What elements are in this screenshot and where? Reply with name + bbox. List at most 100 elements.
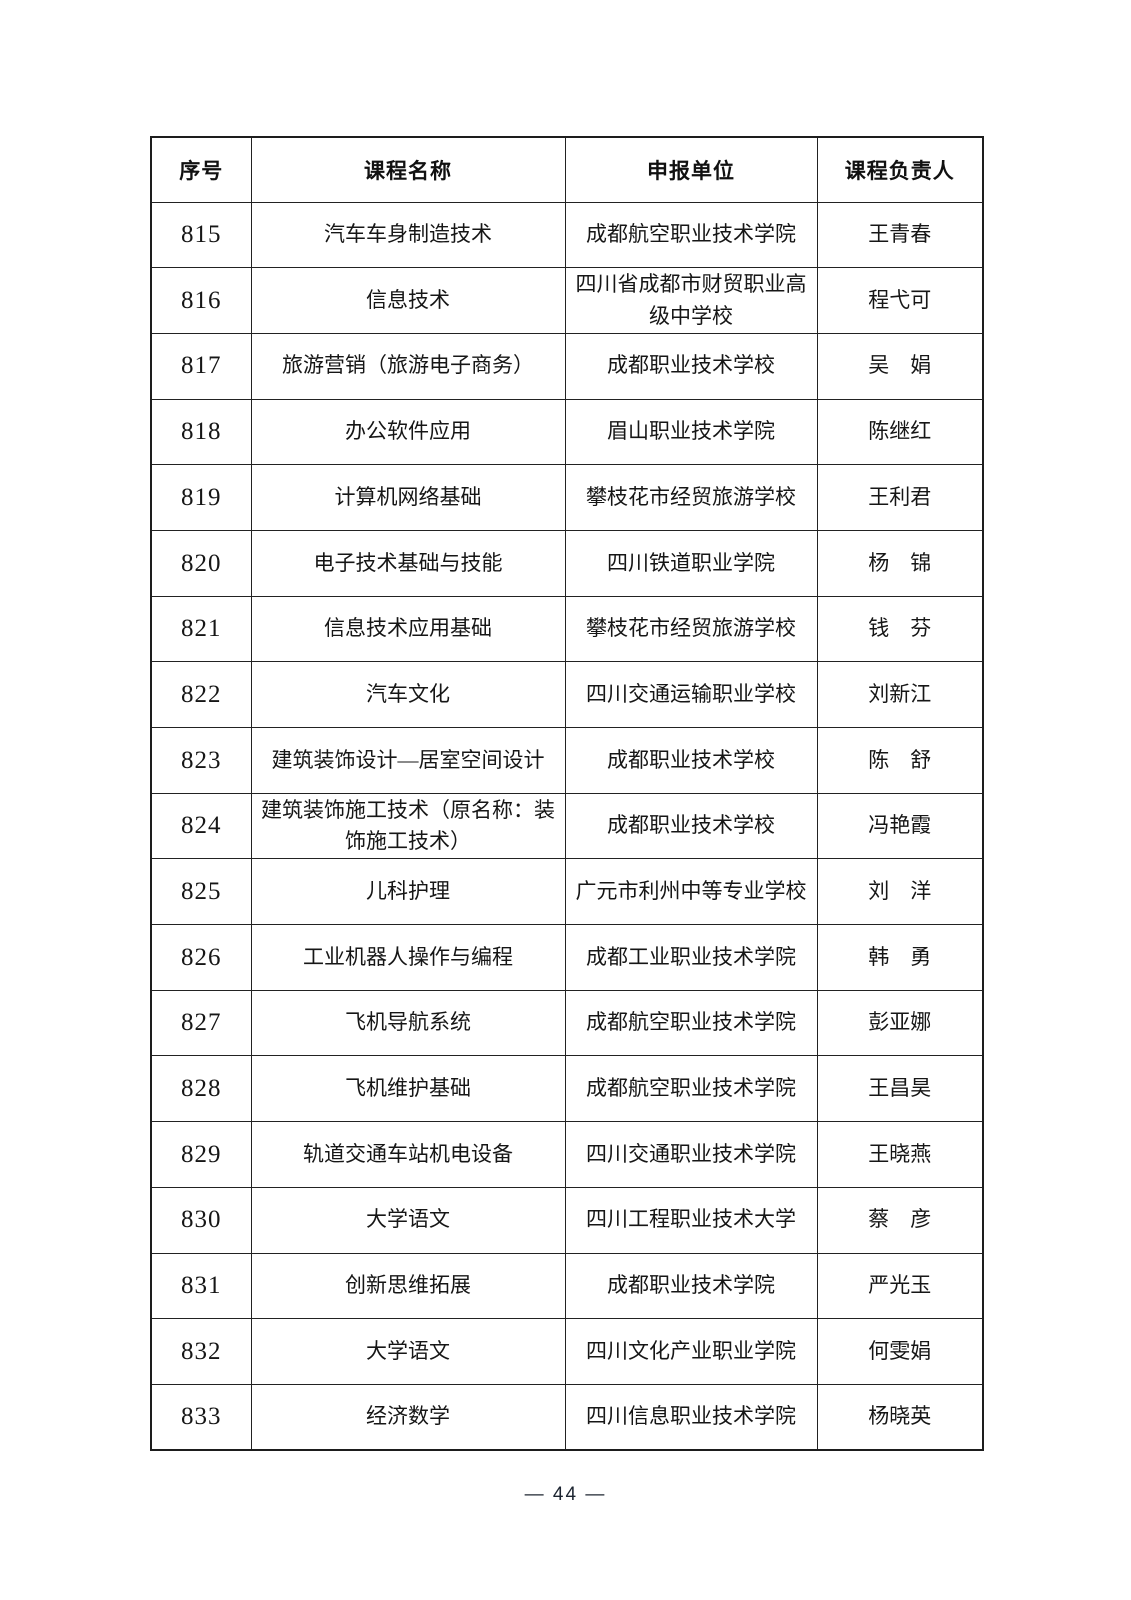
serial-number-cell: 831 xyxy=(150,1252,252,1320)
table-row: 830 大学语文 四川工程职业技术大学蔡 彦 xyxy=(150,1186,984,1254)
course-name-cell: 经济数学 xyxy=(250,1383,566,1451)
table-body: 815 汽车车身制造技术 成都航空职业技术学院 王青春 816 信息技术 四川省成都市财贸职… xyxy=(150,201,984,1451)
course-name-cell: 汽车车身制造技术 xyxy=(250,201,566,269)
table-header-row: 序号 课程名称 申报单位 课程负责人 xyxy=(150,136,984,203)
table-row: 816 信息技术 四川省成都市财贸职业高级中学校 程弋可 xyxy=(150,267,984,334)
course-leader-cell: 王晓燕 xyxy=(816,1121,984,1188)
table-row: 828 飞机维护基础 成都航空职业技术学院 王昌昊 xyxy=(150,1055,984,1123)
applicant-unit-cell: 成都职业技术学校 xyxy=(564,727,818,794)
serial-number-cell: 818 xyxy=(150,398,252,466)
course-list-table: 序号 课程名称 申报单位 课程负责人 815 汽车车身制造技术 成都航空职业技术学院… xyxy=(150,136,984,1452)
course-leader-cell: 刘 洋 xyxy=(816,858,984,926)
serial-number-cell: 816 xyxy=(150,267,252,334)
table-row: 832 大学语文 四川文化产业职业学院 何雯娟 xyxy=(150,1318,984,1385)
course-leader-cell: 刘新江 xyxy=(816,661,984,728)
header-serial-number: 序号 xyxy=(150,136,252,203)
table-row: 815 汽车车身制造技术 成都航空职业技术学院 王青春 xyxy=(150,201,984,269)
course-name-cell: 信息技术应用基础 xyxy=(250,595,566,663)
table-row: 823 建筑装饰设计—居室空间设计 成都职业技术学校陈 舒 xyxy=(150,727,984,794)
course-name-cell: 旅游营销（旅游电子商务） xyxy=(250,332,566,400)
table-row: 819 计算机网络基础 攀枝花市经贸旅游学校 王利君 xyxy=(150,464,984,531)
course-name-cell: 建筑装饰施工技术（原名称：装饰施工技术） xyxy=(250,792,566,860)
serial-number-cell: 822 xyxy=(150,661,252,728)
course-name-cell: 飞机维护基础 xyxy=(250,1055,566,1123)
table-row: 826 工业机器人操作与编程 成都工业职业技术学院韩 勇 xyxy=(150,924,984,991)
applicant-unit-cell: 四川省成都市财贸职业高级中学校 xyxy=(564,267,818,334)
table-row: 818 办公软件应用 眉山职业技术学院 陈继红 xyxy=(150,398,984,466)
table-row: 817 旅游营销（旅游电子商务） 成都职业技术学校吴 娟 xyxy=(150,332,984,400)
course-leader-cell: 严光玉 xyxy=(816,1252,984,1320)
course-name-cell: 汽车文化 xyxy=(250,661,566,728)
course-name-cell: 工业机器人操作与编程 xyxy=(250,924,566,991)
serial-number-cell: 824 xyxy=(150,792,252,860)
course-leader-cell: 杨 锦 xyxy=(816,529,984,597)
table-row: 829 轨道交通车站机电设备 四川交通职业技术学院 王晓燕 xyxy=(150,1121,984,1188)
course-name-cell: 大学语文 xyxy=(250,1186,566,1254)
applicant-unit-cell: 成都职业技术学院 xyxy=(564,1252,818,1320)
table-row: 821 信息技术应用基础 攀枝花市经贸旅游学校钱 芬 xyxy=(150,595,984,663)
serial-number-cell: 832 xyxy=(150,1318,252,1385)
course-name-cell: 儿科护理 xyxy=(250,858,566,926)
course-leader-cell: 王利君 xyxy=(816,464,984,531)
serial-number-cell: 827 xyxy=(150,989,252,1057)
serial-number-cell: 823 xyxy=(150,727,252,794)
course-leader-cell: 王青春 xyxy=(816,201,984,269)
table-row: 825 儿科护理 广元市利州中等专业学校刘 洋 xyxy=(150,858,984,926)
course-leader-cell: 陈 舒 xyxy=(816,727,984,794)
header-course-name: 课程名称 xyxy=(250,136,566,203)
serial-number-cell: 820 xyxy=(150,529,252,597)
course-leader-cell: 彭亚娜 xyxy=(816,989,984,1057)
applicant-unit-cell: 攀枝花市经贸旅游学校 xyxy=(564,595,818,663)
table-row: 820 电子技术基础与技能 四川铁道职业学院杨 锦 xyxy=(150,529,984,597)
course-name-cell: 大学语文 xyxy=(250,1318,566,1385)
applicant-unit-cell: 成都航空职业技术学院 xyxy=(564,201,818,269)
table-row: 831 创新思维拓展 成都职业技术学院 严光玉 xyxy=(150,1252,984,1320)
course-name-cell: 办公软件应用 xyxy=(250,398,566,466)
applicant-unit-cell: 四川交通职业技术学院 xyxy=(564,1121,818,1188)
course-name-cell: 信息技术 xyxy=(250,267,566,334)
course-leader-cell: 程弋可 xyxy=(816,267,984,334)
course-leader-cell: 吴 娟 xyxy=(816,332,984,400)
serial-number-cell: 828 xyxy=(150,1055,252,1123)
course-leader-cell: 钱 芬 xyxy=(816,595,984,663)
page-number: — 44 — xyxy=(524,1484,607,1505)
course-leader-cell: 杨晓英 xyxy=(816,1383,984,1451)
course-name-cell: 轨道交通车站机电设备 xyxy=(250,1121,566,1188)
applicant-unit-cell: 成都职业技术学校 xyxy=(564,332,818,400)
applicant-unit-cell: 四川文化产业职业学院 xyxy=(564,1318,818,1385)
header-applicant-unit: 申报单位 xyxy=(564,136,818,203)
serial-number-cell: 825 xyxy=(150,858,252,926)
serial-number-cell: 821 xyxy=(150,595,252,663)
header-course-leader: 课程负责人 xyxy=(816,136,984,203)
applicant-unit-cell: 四川工程职业技术大学 xyxy=(564,1186,818,1254)
table-row: 824 建筑装饰施工技术（原名称：装饰施工技术） 成都职业技术学校 冯艳霞 xyxy=(150,792,984,860)
serial-number-cell: 833 xyxy=(150,1383,252,1451)
course-name-cell: 飞机导航系统 xyxy=(250,989,566,1057)
applicant-unit-cell: 成都航空职业技术学院 xyxy=(564,1055,818,1123)
applicant-unit-cell: 眉山职业技术学院 xyxy=(564,398,818,466)
serial-number-cell: 829 xyxy=(150,1121,252,1188)
serial-number-cell: 830 xyxy=(150,1186,252,1254)
serial-number-cell: 815 xyxy=(150,201,252,269)
applicant-unit-cell: 成都工业职业技术学院 xyxy=(564,924,818,991)
applicant-unit-cell: 攀枝花市经贸旅游学校 xyxy=(564,464,818,531)
course-leader-cell: 冯艳霞 xyxy=(816,792,984,860)
course-name-cell: 电子技术基础与技能 xyxy=(250,529,566,597)
serial-number-cell: 817 xyxy=(150,332,252,400)
applicant-unit-cell: 四川铁道职业学院 xyxy=(564,529,818,597)
table-row: 822 汽车文化 四川交通运输职业学校 刘新江 xyxy=(150,661,984,728)
course-leader-cell: 何雯娟 xyxy=(816,1318,984,1385)
course-name-cell: 创新思维拓展 xyxy=(250,1252,566,1320)
table-row: 833 经济数学 四川信息职业技术学院 杨晓英 xyxy=(150,1383,984,1451)
applicant-unit-cell: 成都职业技术学校 xyxy=(564,792,818,860)
course-leader-cell: 韩 勇 xyxy=(816,924,984,991)
applicant-unit-cell: 四川交通运输职业学校 xyxy=(564,661,818,728)
applicant-unit-cell: 成都航空职业技术学院 xyxy=(564,989,818,1057)
course-name-cell: 建筑装饰设计—居室空间设计 xyxy=(250,727,566,794)
serial-number-cell: 826 xyxy=(150,924,252,991)
course-name-cell: 计算机网络基础 xyxy=(250,464,566,531)
applicant-unit-cell: 四川信息职业技术学院 xyxy=(564,1383,818,1451)
course-leader-cell: 蔡 彦 xyxy=(816,1186,984,1254)
table-row: 827 飞机导航系统 成都航空职业技术学院 彭亚娜 xyxy=(150,989,984,1057)
